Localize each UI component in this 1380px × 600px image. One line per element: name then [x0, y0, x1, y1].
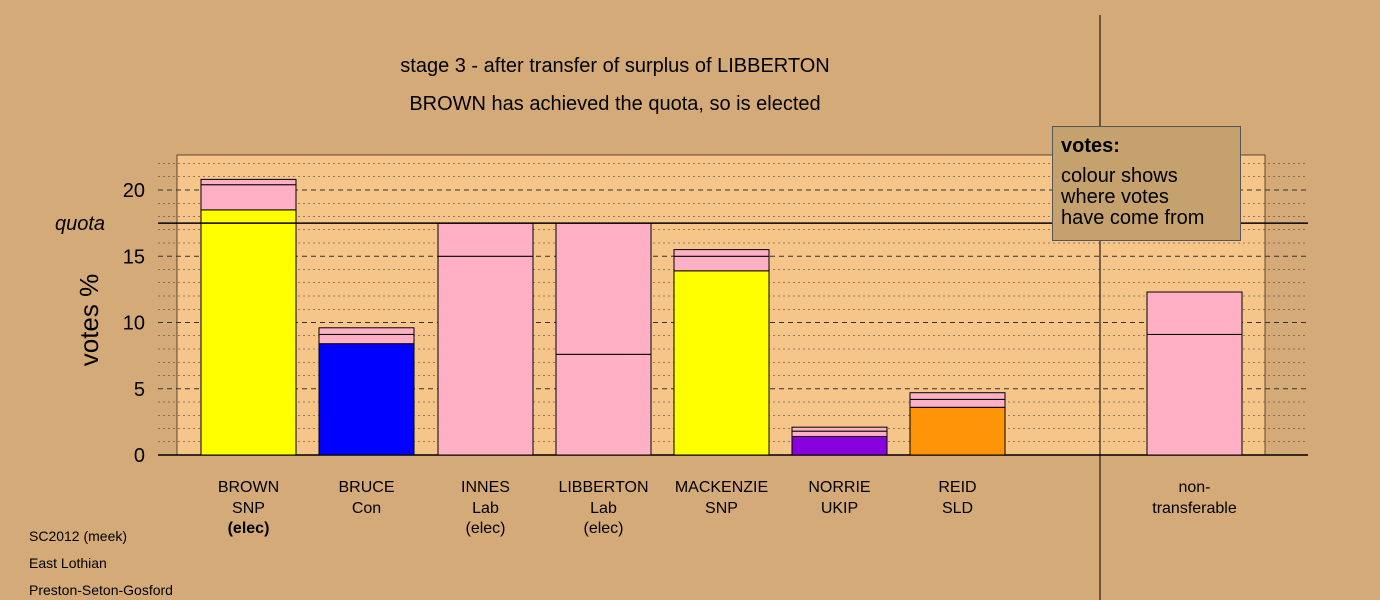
bar-nontransferable-segment	[1146, 333, 1243, 456]
bar-bruce-segment	[318, 327, 415, 335]
legend-title: votes:	[1061, 135, 1120, 157]
y-tick-label: 15	[123, 246, 145, 268]
bar-norrie-segment	[791, 435, 888, 456]
bar-reid-segment	[909, 398, 1006, 408]
bar-reid-segment	[909, 406, 1006, 456]
candidate-name-label: INNES	[461, 479, 510, 496]
chart-subtitle: BROWN has achieved the quota, so is elec…	[409, 93, 821, 115]
y-tick-label: 20	[123, 180, 145, 202]
candidate-party-label: Con	[352, 500, 381, 517]
candidate-name-label: MACKENZIE	[675, 479, 768, 496]
legend-box: votes: colour shows where votes have com…	[1052, 126, 1241, 241]
nontransferable-label: non-	[1178, 479, 1210, 496]
legend-line: colour shows	[1061, 165, 1178, 187]
bar-libberton-segment	[555, 353, 652, 456]
bar-libberton-segment	[555, 222, 652, 355]
candidate-party-label: SNP	[232, 500, 265, 517]
bar-norrie-segment	[791, 426, 888, 432]
quota-label: quota	[55, 213, 105, 235]
bar-norrie-segment	[791, 430, 888, 437]
candidate-party-label: Lab	[590, 500, 617, 517]
footer-council: East Lothian	[29, 555, 107, 571]
chart-title: stage 3 - after transfer of surplus of L…	[400, 55, 830, 77]
bar-mackenzie-segment	[673, 270, 770, 456]
legend-line: have come from	[1061, 207, 1205, 229]
legend-line: where votes	[1061, 186, 1169, 208]
bar-bruce-segment	[318, 343, 415, 456]
candidate-name-label: BRUCE	[338, 479, 394, 496]
bar-innes-segment	[437, 222, 534, 257]
candidate-party-label: Lab	[472, 500, 499, 517]
candidate-status-label: (elec)	[228, 520, 270, 537]
candidate-name-label: REID	[938, 479, 976, 496]
candidate-name-label: LIBBERTON	[558, 479, 648, 496]
footer-ward: Preston-Seton-Gosford	[29, 582, 173, 598]
bar-brown-segment	[200, 184, 297, 211]
candidate-name-label: NORRIE	[808, 479, 870, 496]
bar-brown-segment	[200, 178, 297, 186]
candidate-status-label: (elec)	[583, 520, 623, 537]
candidate-party-label: SNP	[705, 500, 738, 517]
bar-mackenzie-segment	[673, 255, 770, 272]
y-tick-label: 10	[123, 313, 145, 335]
y-tick-label: 0	[134, 445, 145, 467]
y-axis-label: votes %	[74, 274, 104, 367]
candidate-status-label: (elec)	[465, 520, 505, 537]
candidate-name-label: BROWN	[218, 479, 279, 496]
bar-nontransferable-segment	[1146, 291, 1243, 335]
bar-innes-segment	[437, 255, 534, 456]
nontransferable-label: transferable	[1152, 500, 1237, 517]
footer-system: SC2012 (meek)	[29, 528, 128, 544]
bar-mackenzie-segment	[673, 249, 770, 257]
y-tick-label: 5	[134, 379, 145, 401]
candidate-party-label: UKIP	[821, 500, 858, 517]
candidate-party-label: SLD	[942, 500, 973, 517]
bar-bruce-segment	[318, 333, 415, 345]
bar-brown-segment	[200, 209, 297, 456]
bar-reid-segment	[909, 392, 1006, 400]
